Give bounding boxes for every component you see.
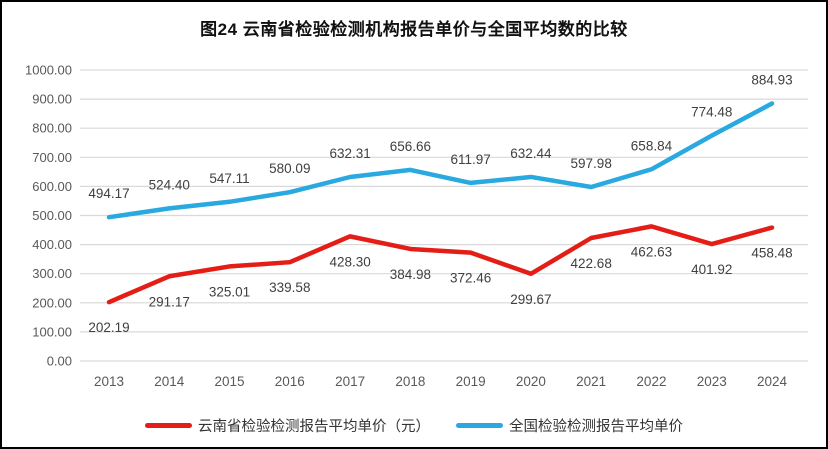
x-tick-label: 2016 <box>275 374 305 389</box>
y-tick-label: 600.00 <box>32 179 72 194</box>
x-tick-label: 2018 <box>395 374 425 389</box>
data-label: 774.48 <box>691 105 732 120</box>
y-tick-label: 800.00 <box>32 121 72 136</box>
data-label: 632.44 <box>510 146 552 161</box>
data-label: 632.31 <box>329 146 370 161</box>
y-tick-label: 200.00 <box>32 295 72 310</box>
x-tick-label: 2015 <box>215 374 245 389</box>
x-tick-label: 2019 <box>456 374 486 389</box>
y-tick-label: 900.00 <box>32 92 72 107</box>
series-line-0 <box>106 224 775 305</box>
x-tick-label: 2022 <box>636 374 666 389</box>
data-label: 202.19 <box>88 320 129 335</box>
data-label: 299.67 <box>510 292 551 307</box>
y-tick-label: 300.00 <box>32 266 72 281</box>
data-label: 580.09 <box>269 161 310 176</box>
y-tick-label: 0.00 <box>47 354 72 369</box>
legend-label-national: 全国检验检测报告平均单价 <box>509 419 683 435</box>
legend-item-yunnan: 云南省检验检测报告平均单价（元） <box>145 415 430 436</box>
series-line-1 <box>106 101 775 220</box>
legend: 云南省检验检测报告平均单价（元） 全国检验检测报告平均单价 <box>2 415 826 436</box>
y-tick-label: 400.00 <box>32 237 72 252</box>
data-label: 339.58 <box>269 280 310 295</box>
data-label: 611.97 <box>450 152 490 167</box>
legend-line-blue-icon <box>456 423 503 428</box>
data-label: 325.01 <box>209 284 250 299</box>
y-tick-label: 700.00 <box>32 150 72 165</box>
x-tick-label: 2017 <box>335 374 365 389</box>
data-label: 524.40 <box>149 177 190 192</box>
data-label: 384.98 <box>390 267 431 282</box>
data-label: 656.66 <box>390 139 431 154</box>
x-tick-label: 2024 <box>757 374 788 389</box>
x-tick-label: 2014 <box>154 374 185 389</box>
y-tick-label: 500.00 <box>32 208 72 223</box>
data-label: 458.48 <box>751 246 792 261</box>
data-label: 401.92 <box>691 262 732 277</box>
chart-title: 图24 云南省检验检测机构报告单价与全国平均数的比较 <box>200 20 628 39</box>
data-label: 547.11 <box>209 171 249 186</box>
x-tick-label: 2021 <box>576 374 606 389</box>
legend-label-yunnan: 云南省检验检测报告平均单价（元） <box>198 419 430 435</box>
data-label: 658.84 <box>631 138 673 153</box>
data-label: 422.68 <box>571 256 612 271</box>
data-label: 494.17 <box>88 186 129 201</box>
data-label: 428.30 <box>329 254 370 269</box>
data-label: 462.63 <box>631 244 672 259</box>
x-tick-label: 2013 <box>94 374 124 389</box>
data-label: 372.46 <box>450 271 491 286</box>
legend-line-red-icon <box>145 423 192 428</box>
data-label: 597.98 <box>571 156 612 171</box>
y-tick-label: 100.00 <box>32 324 72 339</box>
data-label: 291.17 <box>149 294 190 309</box>
x-tick-label: 2023 <box>697 374 727 389</box>
legend-item-national: 全国检验检测报告平均单价 <box>456 415 683 436</box>
x-tick-label: 2020 <box>516 374 546 389</box>
data-label: 884.93 <box>751 72 792 87</box>
y-tick-label: 1000.00 <box>25 63 72 78</box>
